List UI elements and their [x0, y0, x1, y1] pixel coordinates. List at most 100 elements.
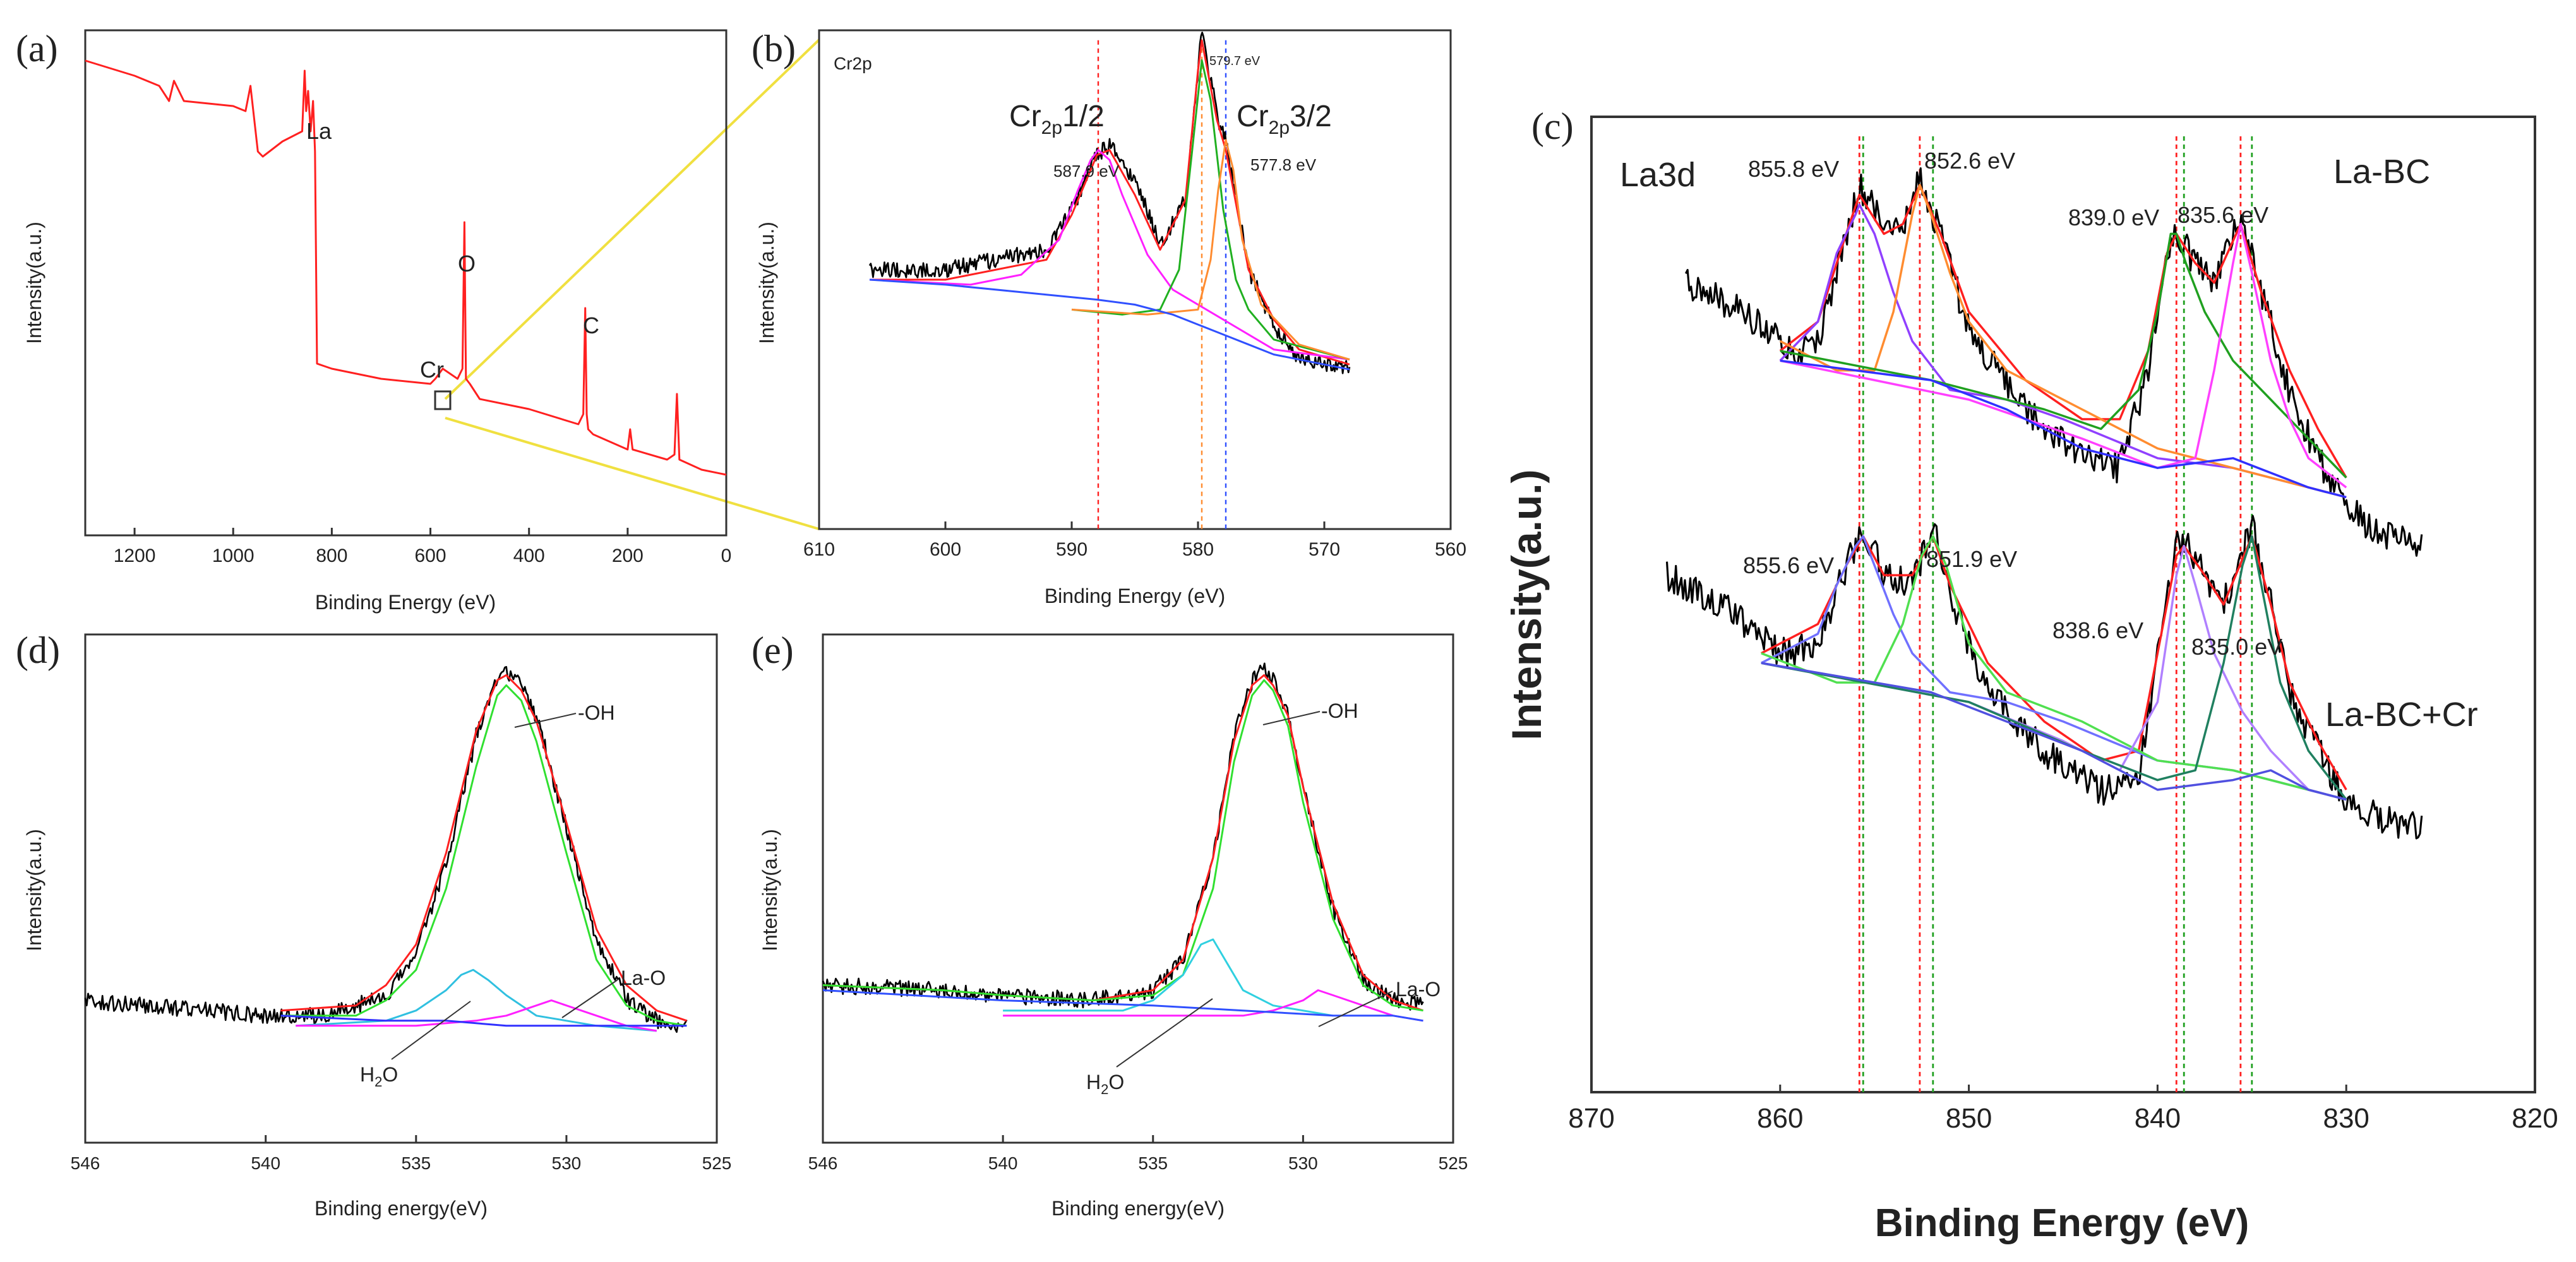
panel-e-leader-h2o: [1116, 998, 1213, 1068]
panel-b-ticks: 610 600 590 580 570 560: [803, 521, 1466, 560]
panel-b-frame: [818, 29, 1452, 530]
panel-b-xlabel: Binding Energy (eV): [1045, 585, 1225, 607]
panel-e-series-3: [1003, 938, 1334, 1017]
panel-c-frame: [1590, 116, 2536, 1093]
panel-a-tick-label-6: 0: [721, 545, 732, 566]
panel-e-plot: [822, 662, 1424, 1022]
panel-a-frame: [84, 29, 728, 537]
panel-a-tick-label-1: 1000: [212, 545, 255, 566]
panel-a-tick-label-2: 800: [316, 545, 347, 566]
panel-c-annot-8390: 839.0 eV: [2068, 205, 2159, 230]
panel-d-xlabel: Binding energy(eV): [315, 1197, 488, 1220]
panel-a-tick-label-5: 200: [612, 545, 644, 566]
panel-e-annot-h2o: H2O: [1086, 1071, 1124, 1097]
panel-d-plot: [84, 665, 688, 1033]
panel-e-leader-oh: [1262, 711, 1321, 725]
panel-a: (a) 1200 1000 800 600 400 200 0 Binding Energy…: [16, 28, 731, 614]
panel-c-annot-8386: 838.6 eV: [2052, 617, 2143, 643]
panel-a-tick-label-0: 1200: [114, 545, 156, 566]
panel-a-plot: [85, 59, 727, 476]
panel-b-tick-label-2: 590: [1056, 539, 1087, 560]
panel-d-annot-h2o: H2O: [360, 1063, 398, 1090]
panel-c-tick-label-4: 830: [2323, 1103, 2369, 1134]
panel-d-leader-oh: [514, 713, 577, 728]
panel-c-annot-labc: La-BC: [2333, 153, 2430, 191]
panel-a-xlabel: Binding Energy (eV): [315, 591, 496, 614]
panel-c-title: La3d: [1620, 156, 1696, 194]
panel-label-c: (c): [1531, 105, 1574, 147]
panel-c-annot-8558: 855.8 eV: [1748, 156, 1839, 182]
panel-d-annot-lao: La-O: [621, 967, 666, 989]
panel-c: (c) 870 860 850 840 830 820 La3d Binding Ener…: [1503, 105, 2558, 1245]
panel-a-annot-la: La: [306, 118, 332, 144]
panel-a-annot-cr: Cr: [420, 357, 444, 383]
panel-e-series-5: [822, 989, 1423, 1022]
panel-e-tick-label-2: 535: [1138, 1153, 1168, 1173]
panel-d-series-0: [84, 665, 688, 1033]
panel-c-series-13: [1761, 662, 2347, 801]
panel-a-annot-o: O: [458, 251, 476, 277]
panel-a-series-0: [85, 59, 727, 476]
panel-c-series-0: [1684, 167, 2423, 557]
panel-label-a: (a): [16, 28, 58, 69]
panel-a-tick-label-4: 400: [513, 545, 545, 566]
panel-d-series-2: [280, 684, 687, 1027]
panel-e-series-1: [822, 674, 1423, 1012]
panel-c-annot-8526: 852.6 eV: [1924, 148, 2015, 174]
zoom-connector-bottom: [445, 417, 820, 530]
panel-e-series-2: [822, 679, 1423, 1012]
panel-c-series-3: [1779, 184, 2347, 499]
panel-label-e: (e): [752, 629, 794, 671]
panel-d-series-1: [280, 674, 687, 1022]
panel-d-annot-oh: -OH: [578, 701, 615, 724]
panel-b-series-4: [1071, 139, 1350, 360]
panel-label-d: (d): [16, 629, 60, 671]
panel-b-annot-5778: 577.8 eV: [1250, 155, 1317, 174]
panel-b-series-5: [869, 278, 1350, 371]
panel-a-cr-box: [434, 390, 452, 410]
panel-c-tick-label-0: 870: [1568, 1103, 1614, 1134]
panel-e-tick-label-0: 546: [808, 1153, 838, 1173]
panel-c-series-7: [1665, 515, 2423, 840]
panel-e-ylabel: Intensity(a.u.): [758, 829, 781, 951]
panel-e-leader-lao: [1318, 991, 1393, 1027]
panel-c-annot-8356: 835.6 eV: [2178, 202, 2268, 228]
panel-b-series-1: [870, 39, 1350, 366]
panel-d-tick-label-1: 540: [251, 1153, 280, 1173]
panel-b-tick-label-0: 610: [803, 539, 835, 560]
panel-c-ticks: 870 860 850 840 830 820: [1568, 1085, 2558, 1134]
panel-e-annot-oh: -OH: [1321, 699, 1358, 722]
panel-b-title: Cr2p: [834, 54, 872, 73]
panel-c-annot-labccr: La-BC+Cr: [2325, 696, 2478, 734]
panel-c-annot-8519: 851.9 eV: [1926, 546, 2017, 572]
panel-a-ylabel: Intensity(a.u.): [23, 222, 45, 344]
panel-b-ylabel: Intensity(a.u.): [755, 222, 778, 344]
panel-e: (e) 546 540 535 530 525 Binding energy(eV) I…: [752, 629, 1468, 1220]
panel-b-plot: [868, 32, 1351, 529]
panel-b-annot-5879: 587.9 eV: [1053, 162, 1120, 181]
panel-c-annot-8556: 855.6 eV: [1743, 552, 1834, 578]
panel-c-series-8: [1761, 535, 2347, 790]
panel-d-series-3: [296, 968, 657, 1032]
panel-c-tick-label-5: 820: [2512, 1103, 2558, 1134]
panel-c-series-10: [1761, 535, 2347, 801]
panel-c-tick-label-1: 860: [1757, 1103, 1803, 1134]
panel-e-xlabel: Binding energy(eV): [1051, 1197, 1225, 1220]
panel-d-tick-label-4: 525: [702, 1153, 732, 1173]
panel-a-annot-c: C: [583, 313, 599, 338]
panel-c-series-11: [1761, 545, 2347, 801]
panel-b-tick-label-3: 580: [1182, 539, 1214, 560]
panel-e-frame: [822, 633, 1454, 1144]
panel-b-tick-label-1: 600: [930, 539, 961, 560]
panel-d-frame: [84, 633, 718, 1144]
panel-c-xlabel: Binding Energy (eV): [1875, 1201, 2249, 1245]
panel-b-annot-cr32: Cr2p3/2: [1237, 100, 1332, 138]
zoom-connector-top: [444, 39, 820, 400]
panel-b-annot-5797: 579.7 eV: [1209, 54, 1261, 68]
panel-b: (b) 610 600 590 580 570 560 Cr2p Binding Ener…: [752, 28, 1466, 607]
panel-d: (d) 546 540 535 530 525 Binding energy(eV) I…: [16, 629, 731, 1220]
panel-c-annot-8350: 835.0 eV: [2191, 634, 2282, 660]
panel-c-series-4: [1780, 232, 2347, 479]
panel-d-series-5: [280, 1015, 687, 1027]
